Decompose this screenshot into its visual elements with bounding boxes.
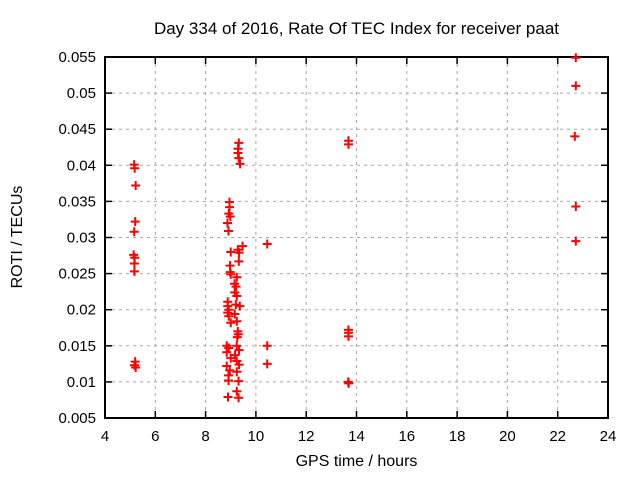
- x-tick-label: 6: [151, 428, 159, 445]
- y-tick-label: 0.015: [58, 338, 96, 355]
- data-point: [232, 332, 242, 342]
- data-point: [226, 353, 236, 363]
- data-point: [129, 266, 139, 276]
- data-point: [222, 347, 232, 357]
- data-point: [129, 227, 139, 237]
- x-tick-label: 4: [101, 428, 109, 445]
- data-point: [235, 159, 245, 169]
- data-point: [225, 365, 235, 375]
- data-point: [232, 272, 242, 282]
- data-point: [222, 218, 232, 228]
- y-tick-label: 0.055: [58, 49, 96, 66]
- data-point: [234, 256, 244, 266]
- data-point: [223, 375, 233, 385]
- x-tick-label: 10: [248, 428, 265, 445]
- data-point: [231, 282, 241, 292]
- data-point: [232, 386, 242, 396]
- y-tick-label: 0.045: [58, 121, 96, 138]
- data-point: [235, 301, 245, 311]
- data-point: [223, 392, 233, 402]
- x-tick-label: 18: [449, 428, 466, 445]
- x-tick-label: 24: [600, 428, 617, 445]
- data-point: [226, 247, 236, 257]
- data-point: [571, 53, 581, 63]
- data-point: [225, 212, 235, 222]
- x-tick-label: 14: [348, 428, 365, 445]
- data-point: [571, 236, 581, 246]
- y-tick-label: 0.035: [58, 193, 96, 210]
- x-axis-label: GPS time / hours: [295, 453, 418, 470]
- data-point: [232, 291, 242, 301]
- y-tick-label: 0.01: [67, 374, 96, 391]
- data-point: [234, 360, 244, 370]
- y-tick-label: 0.025: [58, 266, 96, 283]
- x-tick-label: 16: [398, 428, 415, 445]
- data-point: [232, 316, 242, 326]
- data-point: [226, 318, 236, 328]
- y-tick-label: 0.04: [67, 157, 96, 174]
- data-point: [130, 217, 140, 227]
- x-tick-label: 8: [201, 428, 209, 445]
- data-point: [131, 181, 141, 191]
- x-tick-label: 20: [499, 428, 516, 445]
- data-point: [344, 378, 354, 388]
- y-tick-label: 0.02: [67, 302, 96, 319]
- data-point: [226, 269, 236, 279]
- x-tick-label: 12: [298, 428, 315, 445]
- data-point: [230, 309, 240, 319]
- data-point: [131, 362, 141, 372]
- data-point: [234, 345, 244, 355]
- data-point: [223, 226, 233, 236]
- y-tick-labels: 0.005 0.01 0.015 0.02 0.025 0.03 0.035 0.04 0.04…: [58, 49, 96, 427]
- data-point: [129, 258, 139, 268]
- chart-title: Day 334 of 2016, Rate Of TEC Index for r…: [153, 19, 560, 38]
- y-tick-label: 0.05: [67, 85, 96, 102]
- data-points: [129, 53, 581, 403]
- data-point: [224, 311, 234, 321]
- data-point: [238, 241, 248, 251]
- data-point: [234, 376, 244, 386]
- data-point: [130, 163, 140, 173]
- data-point: [234, 393, 244, 403]
- data-point: [262, 341, 272, 351]
- data-point: [571, 81, 581, 91]
- tick-marks: [104, 56, 609, 419]
- y-tick-label: 0.03: [67, 230, 96, 247]
- y-tick-label: 0.005: [58, 410, 96, 427]
- data-point: [571, 201, 581, 211]
- x-tick-label: 22: [549, 428, 566, 445]
- x-tick-labels: 4 6 8 10 12 14 16 18 20 22 24: [101, 428, 617, 445]
- data-point: [232, 367, 242, 377]
- data-point: [234, 153, 244, 163]
- data-point: [343, 139, 353, 149]
- data-point: [234, 248, 244, 258]
- data-point: [262, 359, 272, 369]
- data-point: [570, 131, 580, 141]
- gridlines: [105, 57, 608, 418]
- data-point: [343, 331, 353, 341]
- data-point: [262, 239, 272, 249]
- data-point: [231, 300, 241, 310]
